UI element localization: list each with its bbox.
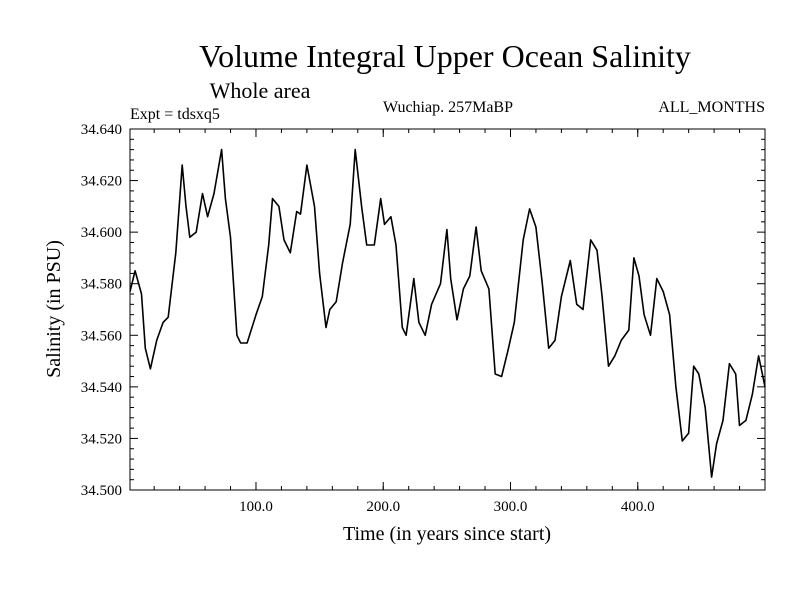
period-label: Wuchiap. 257MaBP: [383, 99, 513, 116]
y-tick-label: 34.600: [81, 225, 122, 241]
y-minor-ticks: [130, 138, 765, 481]
y-tick-label: 34.640: [81, 122, 122, 138]
y-tick-label: 34.580: [81, 277, 122, 293]
x-minor-ticks: [153, 129, 741, 490]
plot-frame: [129, 128, 766, 491]
x-axis-label: Time (in years since start): [343, 523, 551, 545]
y-axis-ticks: 34.500 34.520 34.540 34.560 34.580 34.600 34.6…: [81, 122, 765, 499]
salinity-series-line: [129, 148, 766, 478]
x-tick-label: 100.0: [239, 499, 273, 515]
y-tick-label: 34.540: [81, 380, 122, 396]
months-label: ALL_MONTHS: [658, 99, 765, 116]
experiment-label: Expt = tdsxq5: [130, 106, 220, 123]
y-tick-label: 34.520: [81, 431, 122, 447]
x-tick-label: 200.0: [366, 499, 400, 515]
chart-title: Volume Integral Upper Ocean Salinity: [199, 38, 691, 74]
x-axis-ticks: 100.0 200.0 300.0 400.0: [239, 129, 655, 515]
y-tick-label: 34.620: [81, 174, 122, 190]
y-axis-label: Salinity (in PSU): [43, 240, 65, 378]
chart-subtitle: Whole area: [210, 78, 311, 103]
x-tick-label: 400.0: [621, 499, 655, 515]
y-tick-label: 34.500: [81, 483, 122, 499]
y-tick-label: 34.560: [81, 328, 122, 344]
x-tick-label: 300.0: [494, 499, 528, 515]
